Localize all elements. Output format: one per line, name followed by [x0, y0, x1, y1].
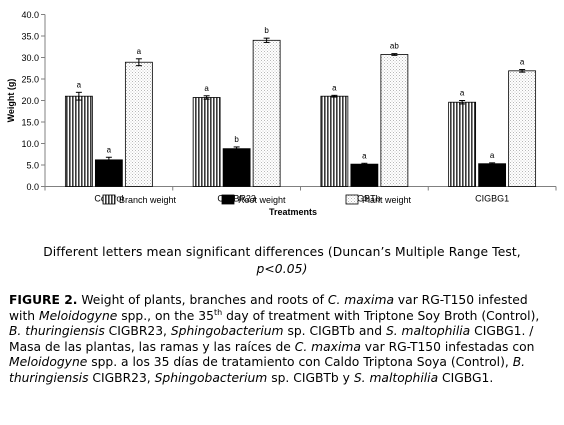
- caption-text: sp. CIGBTb and: [283, 324, 386, 338]
- caption-text: Weight of plants, branches and roots of: [77, 293, 328, 307]
- caption-species: Sphingobacterium: [170, 324, 284, 338]
- caption-text: CIGBR23,: [88, 370, 155, 385]
- y-tick-label: 0.0: [26, 182, 39, 192]
- caption-text: day of treatment with Triptone Soy Broth…: [222, 308, 540, 323]
- significance-letter: a: [77, 80, 82, 89]
- legend-label: Root weight: [238, 195, 286, 205]
- y-tick-label: 40.0: [21, 10, 39, 20]
- caption-text: spp. a los 35 días de tratamiento con Ca…: [87, 355, 513, 369]
- y-tick-label: 30.0: [21, 53, 39, 63]
- note-line-1: Different letters mean significant diffe…: [43, 245, 521, 259]
- caption-species: Meloidogyne: [9, 355, 88, 369]
- caption-label: FIGURE 2.: [9, 293, 78, 307]
- x-axis-title: Treatments: [269, 207, 317, 217]
- caption-species: C. maxima: [327, 293, 394, 307]
- bar-branch-weight: [320, 95, 349, 187]
- significance-letter: a: [137, 47, 142, 56]
- bar-chart: 0.0 5.0 10.0 15.0 20.0 25.0 30.0 35.0 40.0 Weight…: [6, 10, 557, 217]
- significance-letter: ab: [390, 42, 399, 51]
- significance-note: Different letters mean significant diffe…: [0, 244, 564, 278]
- bar-root-weight: [478, 163, 507, 187]
- significance-letter: b: [234, 135, 239, 144]
- bar-branch-weight: [64, 95, 93, 187]
- significance-letter: a: [520, 58, 525, 67]
- y-tick-label: 35.0: [21, 32, 39, 42]
- significance-letter: a: [332, 83, 337, 92]
- caption-text: sp. CIGBTb y: [267, 370, 354, 385]
- significance-letter: a: [204, 84, 209, 93]
- caption-text: spp., on the 35: [117, 308, 214, 323]
- y-tick-label: 15.0: [21, 118, 39, 128]
- legend-swatch: [221, 194, 235, 205]
- caption-species: Meloidogyne: [39, 308, 118, 323]
- caption-species: B. thuringiensis: [9, 355, 526, 385]
- bar-plant-weight: [508, 70, 537, 187]
- caption-text: var RG-T150 infested with: [9, 293, 528, 323]
- caption-species: S. maltophilia: [385, 324, 471, 338]
- caption-species: Sphingobacterium: [154, 370, 268, 385]
- y-axis-title: Weight (g): [6, 79, 16, 123]
- caption-text: CIGBG1.: [438, 370, 494, 385]
- significance-letter: a: [107, 145, 112, 154]
- significance-letter: a: [460, 89, 465, 98]
- caption-text: CIGBG1. / Masa de las plantas, las ramas…: [9, 324, 534, 354]
- legend-swatch: [345, 194, 359, 205]
- significance-letter: b: [264, 26, 269, 35]
- y-tick-label: 5.0: [26, 161, 39, 171]
- caption-species: B. thuringiensis: [9, 324, 105, 338]
- x-category-label: CIGBTb: [348, 194, 381, 204]
- legend-label: Branch weight: [119, 195, 177, 205]
- significance-letter: a: [490, 151, 495, 160]
- x-category-label: CIGBG1: [475, 194, 509, 204]
- bar-plant-weight: [380, 54, 409, 187]
- x-category-label: CIGBR23: [217, 194, 256, 204]
- y-tick-label: 20.0: [21, 96, 39, 106]
- caption-species: S. maltophilia: [353, 370, 439, 385]
- bar-plant-weight: [124, 61, 153, 187]
- caption-superscript: th: [213, 307, 223, 317]
- note-p-value: p<0.05): [256, 262, 308, 276]
- chart-svg: 0.0 5.0 10.0 15.0 20.0 25.0 30.0 35.0 40.0 Weight…: [6, 10, 557, 217]
- bar-root-weight: [94, 159, 123, 187]
- bar-root-weight: [222, 148, 251, 187]
- bar-branch-weight: [448, 101, 477, 187]
- legend-swatch: [102, 194, 116, 205]
- caption-text: CIGBR23,: [104, 324, 171, 338]
- significance-letter: a: [362, 151, 367, 160]
- bar-plant-weight: [252, 39, 281, 187]
- caption-species: C. maxima: [294, 339, 361, 354]
- y-tick-label: 10.0: [21, 139, 39, 149]
- bar-root-weight: [350, 163, 379, 187]
- figure-caption: FIGURE 2. Weight of plants, branches and…: [9, 293, 555, 386]
- note-line-2: p<0.05): [0, 261, 564, 278]
- bar-branch-weight: [192, 97, 221, 187]
- legend-label: Plant weight: [362, 195, 412, 205]
- y-tick-label: 25.0: [21, 75, 39, 85]
- caption-text: var RG-T150 infestadas con: [360, 339, 535, 354]
